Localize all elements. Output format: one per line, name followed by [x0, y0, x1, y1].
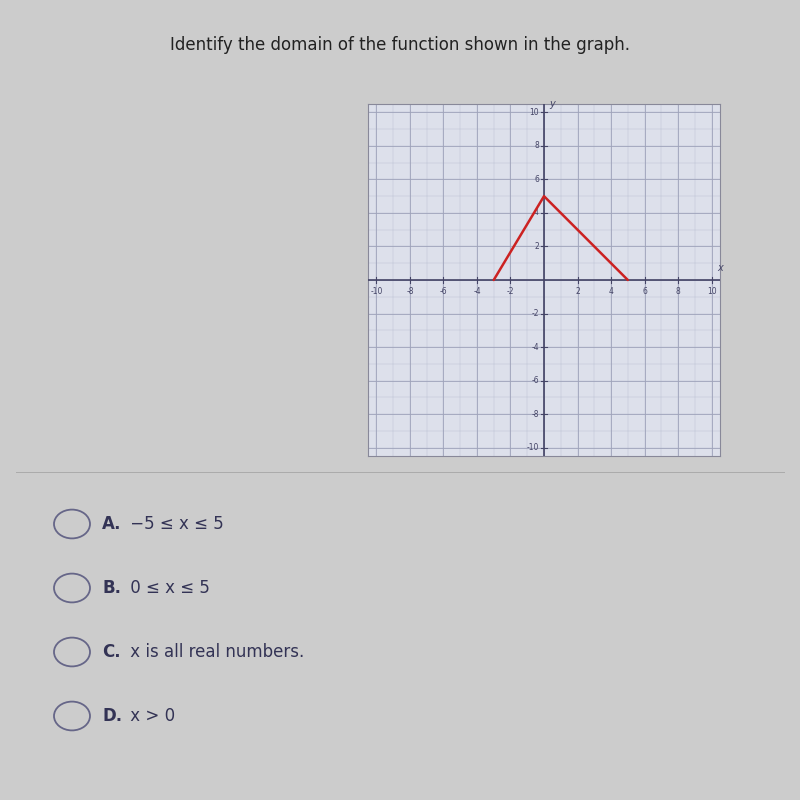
Text: −5 ≤ x ≤ 5: −5 ≤ x ≤ 5: [125, 515, 223, 533]
Text: D.: D.: [102, 707, 122, 725]
Text: -10: -10: [526, 443, 539, 452]
Text: 2: 2: [575, 286, 580, 296]
Text: -2: -2: [531, 309, 539, 318]
Text: 8: 8: [534, 142, 539, 150]
Text: 6: 6: [642, 286, 647, 296]
Text: -8: -8: [531, 410, 539, 418]
Text: 4: 4: [609, 286, 614, 296]
Text: -6: -6: [440, 286, 447, 296]
Text: Identify the domain of the function shown in the graph.: Identify the domain of the function show…: [170, 36, 630, 54]
Text: -8: -8: [406, 286, 414, 296]
Text: -10: -10: [370, 286, 382, 296]
Text: 8: 8: [676, 286, 681, 296]
Text: -6: -6: [531, 376, 539, 385]
Text: y: y: [549, 99, 554, 109]
Text: B.: B.: [102, 579, 122, 597]
Text: 10: 10: [530, 108, 539, 117]
Text: x > 0: x > 0: [125, 707, 175, 725]
Text: 10: 10: [707, 286, 717, 296]
Text: x is all real numbers.: x is all real numbers.: [125, 643, 304, 661]
Text: 6: 6: [534, 175, 539, 184]
Text: 4: 4: [534, 209, 539, 218]
Text: A.: A.: [102, 515, 122, 533]
Text: 0 ≤ x ≤ 5: 0 ≤ x ≤ 5: [125, 579, 210, 597]
Text: -4: -4: [473, 286, 481, 296]
Text: 2: 2: [534, 242, 539, 251]
Text: -4: -4: [531, 342, 539, 351]
Text: x: x: [717, 263, 723, 274]
Text: C.: C.: [102, 643, 121, 661]
Text: -2: -2: [506, 286, 514, 296]
